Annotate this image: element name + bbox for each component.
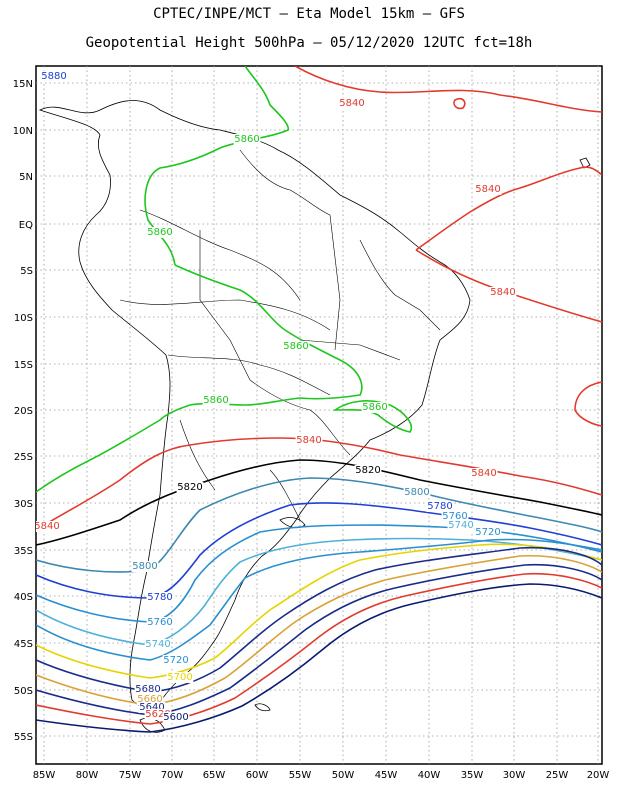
contour-label-bg	[447, 520, 475, 531]
lat-tick-label: 20S	[14, 406, 33, 417]
contour-label-bg	[36, 521, 61, 532]
contour-label: 5800	[132, 561, 157, 572]
contour-label: 5640	[139, 702, 164, 713]
contour-label-bg	[144, 639, 172, 650]
contour-label-bg	[134, 684, 162, 695]
contour-label-bg	[202, 395, 230, 406]
lon-tick-label: 40W	[418, 770, 441, 781]
lat-tick-label: 40S	[14, 592, 33, 603]
contour-label-bg	[162, 655, 190, 666]
contour-label-bg	[338, 98, 366, 109]
title-line-2: Geopotential Height 500hPa – 05/12/2020 …	[85, 35, 533, 51]
contour-label: 5860	[234, 134, 259, 145]
contour-label: 5880	[41, 71, 66, 82]
islands	[139, 157, 591, 733]
contour-label-bg	[176, 482, 204, 493]
contour-label: 5680	[135, 684, 160, 695]
lat-tick-label: 10S	[14, 313, 33, 324]
lon-tick-label: 85W	[33, 770, 56, 781]
lon-tick-label: 25W	[546, 770, 569, 781]
coastline	[38, 100, 471, 709]
contour-label-bg	[470, 468, 498, 479]
lat-tick-label: 5S	[20, 266, 33, 277]
contour-label-bg	[136, 694, 164, 705]
contour-label-bg	[282, 341, 310, 352]
contour-label-bg	[146, 617, 174, 628]
contour-label-bg	[162, 712, 190, 723]
contour-label: 5840	[34, 521, 59, 532]
contour-label-bg	[146, 227, 174, 238]
contour-label: 5740	[448, 520, 473, 531]
lon-tick-label: 45W	[375, 770, 398, 781]
contour-label: 5600	[163, 712, 188, 723]
contour-label: 5860	[283, 341, 308, 352]
title-line-1: CPTEC/INPE/MCT – Eta Model 15km – GFS	[153, 6, 465, 22]
contour-label: 5840	[490, 287, 515, 298]
lon-tick-label: 70W	[161, 770, 184, 781]
lat-tick-label: 45S	[14, 639, 33, 650]
lat-tick-label: 30S	[14, 499, 33, 510]
lat-tick-label: 15N	[13, 79, 33, 90]
country-borders	[119, 149, 441, 521]
contour-label-bg	[233, 134, 261, 145]
contour-label-bg	[138, 702, 166, 713]
contour-label: 5860	[147, 227, 172, 238]
latitude-labels: 15N 10N 5N EQ 5S 10S 15S 20S 25S 30S 35S 40S 45S 50S 5…	[13, 79, 33, 743]
lon-tick-label: 20W	[587, 770, 610, 781]
lat-tick-label: EQ	[19, 220, 33, 231]
contour-label-bg	[144, 709, 172, 720]
contour-label: 5620	[145, 709, 170, 720]
contour-label: 5780	[427, 501, 452, 512]
contour-labels: 5880 5840 5860 5860 5840 5840 5860 5860 5860 5840…	[34, 71, 517, 723]
contour-label-bg	[146, 592, 174, 603]
contour-label: 5760	[442, 511, 467, 522]
contour-label: 5760	[147, 617, 172, 628]
lon-tick-label: 35W	[461, 770, 484, 781]
lat-tick-label: 10N	[13, 126, 33, 137]
contour-label-bg	[295, 435, 323, 446]
contour-label: 5820	[355, 465, 380, 476]
contour-label-bg	[474, 527, 502, 538]
contour-label-bg	[361, 402, 389, 413]
contour-label: 5660	[137, 694, 162, 705]
lat-tick-label: 35S	[14, 546, 33, 557]
lon-tick-label: 30W	[503, 770, 526, 781]
lon-tick-label: 65W	[203, 770, 226, 781]
contour-label-bg	[474, 184, 502, 195]
longitude-labels: 85W 80W 75W 70W 65W 60W 55W 50W 45W 40W 35W 30W 25W 2…	[33, 770, 610, 781]
contour-label-bg	[40, 71, 68, 82]
contour-label: 5780	[147, 592, 172, 603]
lat-tick-label: 55S	[14, 732, 33, 743]
contour-label: 5740	[145, 639, 170, 650]
contour-label-bg	[426, 501, 454, 512]
contour-label: 5720	[163, 655, 188, 666]
lon-tick-label: 75W	[119, 770, 142, 781]
lon-tick-label: 80W	[76, 770, 99, 781]
contour-label: 5700	[167, 672, 192, 683]
contour-label: 5840	[296, 435, 321, 446]
lon-tick-label: 60W	[246, 770, 269, 781]
contour-label-bg	[489, 287, 517, 298]
contour-label: 5800	[404, 487, 429, 498]
contour-label: 5860	[362, 402, 387, 413]
contour-label: 5860	[203, 395, 228, 406]
map-frame	[35, 65, 603, 765]
contour-label: 5820	[177, 482, 202, 493]
contour-label: 5840	[471, 468, 496, 479]
contour-label-bg	[166, 672, 194, 683]
lat-tick-label: 15S	[14, 360, 33, 371]
contour-label: 5720	[475, 527, 500, 538]
contour-label: 5840	[339, 98, 364, 109]
lat-tick-label: 25S	[14, 452, 33, 463]
lat-tick-label: 50S	[14, 686, 33, 697]
contour-label-bg	[354, 465, 382, 476]
lat-tick-label: 5N	[19, 172, 33, 183]
contour-label: 5840	[475, 184, 500, 195]
lon-tick-label: 50W	[332, 770, 355, 781]
contour-label-bg	[403, 487, 431, 498]
contour-label-bg	[131, 561, 159, 572]
contour-label-bg	[441, 511, 469, 522]
lon-tick-label: 55W	[289, 770, 312, 781]
